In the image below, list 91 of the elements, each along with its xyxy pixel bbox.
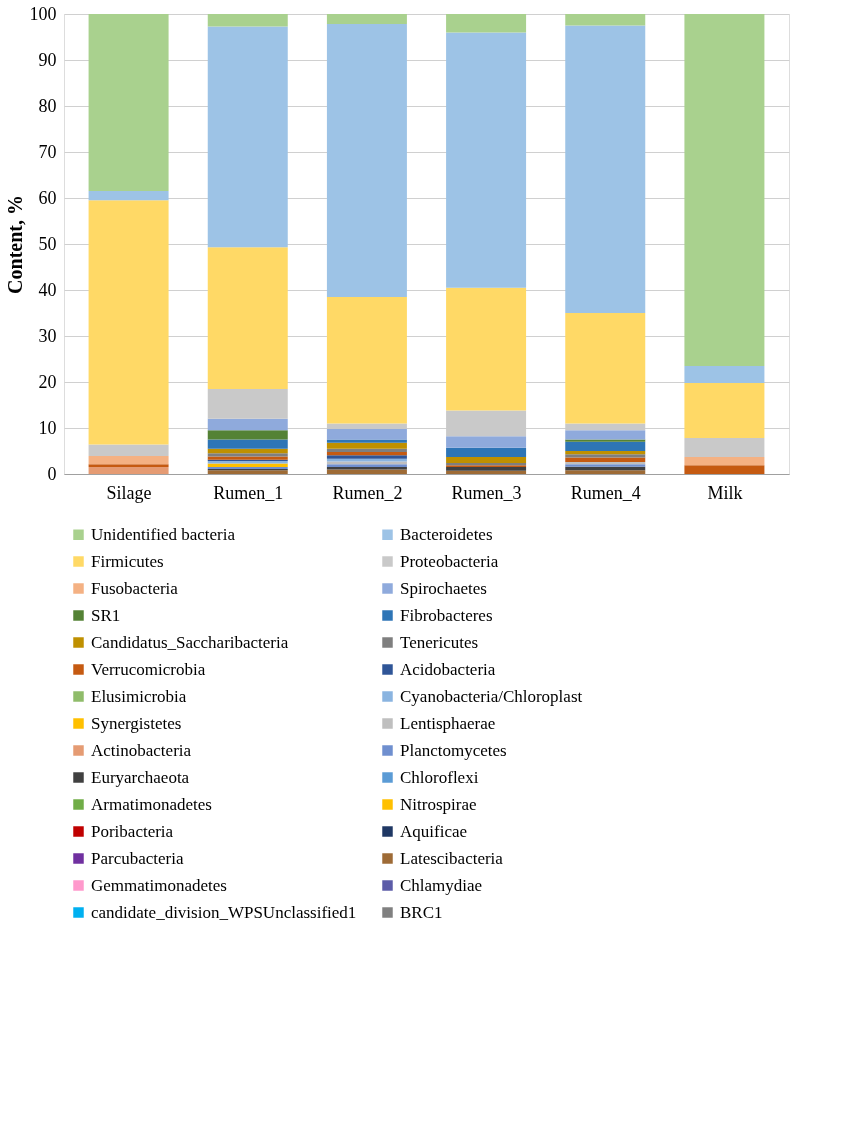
legend-label: Chloroflexi [400, 767, 479, 787]
bar [326, 24, 407, 297]
bar [88, 200, 169, 445]
bar [207, 430, 288, 440]
y-tick-label: 0 [47, 463, 57, 484]
legend-label: Chlamydiae [400, 875, 483, 895]
y-axis-title: Content, % [3, 195, 26, 294]
legend-label: BRC1 [400, 902, 443, 922]
bar [88, 14, 169, 192]
bar [88, 444, 169, 457]
x-tick-label: Rumen_4 [570, 482, 641, 503]
x-tick-label: Milk [707, 482, 743, 503]
y-tick-label: 30 [38, 325, 57, 346]
bar [326, 14, 407, 25]
bar [207, 463, 288, 468]
legend-label: Gemmatimonadetes [91, 875, 227, 895]
bar [565, 313, 646, 424]
bar [88, 464, 169, 468]
legend-label: Unidentified bacteria [91, 524, 236, 544]
x-tick-label: Silage [106, 482, 152, 503]
y-tick-label: 50 [38, 233, 57, 254]
bar [446, 447, 527, 457]
bar [565, 14, 646, 26]
legend-label: Aquificae [400, 821, 468, 841]
legend-label: Armatimonadetes [91, 794, 212, 814]
legend-label: Parcubacteria [91, 848, 184, 868]
bar [207, 388, 288, 419]
bar [88, 467, 169, 474]
y-tick-label: 100 [29, 3, 57, 24]
x-tick-label: Rumen_3 [451, 482, 522, 503]
legend-label: Actinobacteria [91, 740, 192, 760]
y-tick-label: 40 [38, 279, 57, 300]
legend-label: Latescibacteria [400, 848, 504, 868]
legend-label: Elusimicrobia [91, 686, 187, 706]
bar [326, 442, 407, 449]
bar [207, 14, 288, 27]
legend-label: Bacteroidetes [400, 524, 493, 544]
bar [446, 32, 527, 288]
y-tick-label: 70 [38, 141, 57, 162]
bar [88, 456, 169, 465]
bar [565, 470, 646, 474]
bar [684, 465, 765, 474]
y-tick-label: 80 [38, 95, 57, 116]
legend-label: Spirochaetes [400, 578, 487, 598]
bar [565, 430, 646, 440]
bar [565, 441, 646, 451]
bar [565, 25, 646, 313]
y-tick-label: 90 [38, 49, 57, 70]
bar [446, 14, 527, 33]
legend-label: Fibrobacteres [400, 605, 493, 625]
y-tick-label: 10 [38, 417, 57, 438]
legend-label: Acidobacteria [400, 659, 496, 679]
legend-label: candidate_division_WPSUnclassified1 [91, 902, 357, 922]
bar [684, 14, 765, 366]
bar [326, 428, 407, 440]
bar [684, 365, 765, 383]
legend-label: Planctomycetes [400, 740, 507, 760]
legend-label: Lentisphaerae [400, 713, 496, 733]
legend-label: Fusobacteria [91, 578, 179, 598]
bar [684, 382, 765, 439]
legend-label: SR1 [91, 605, 121, 625]
bar [326, 296, 407, 424]
bar [326, 448, 407, 452]
legend-label: Poribacteria [91, 821, 174, 841]
y-tick-label: 60 [38, 187, 57, 208]
legend-label: Firmicutes [91, 551, 164, 571]
bar [207, 247, 288, 389]
bar [88, 191, 169, 201]
legend-label: Nitrospirae [400, 794, 477, 814]
bar [207, 418, 288, 431]
bar [446, 287, 527, 411]
x-tick-label: Rumen_1 [213, 482, 284, 503]
y-tick-label: 20 [38, 371, 57, 392]
legend-label: Cyanobacteria/Chloroplast [400, 686, 583, 706]
legend-label: Proteobacteria [400, 551, 499, 571]
bar [326, 439, 407, 443]
legend-label: Tenericutes [400, 632, 479, 652]
legend-label: Euryarchaeota [91, 767, 190, 787]
bar [326, 451, 407, 456]
x-tick-label: Rumen_2 [332, 482, 403, 503]
legend-label: Candidatus_Saccharibacteria [91, 632, 289, 652]
bar [684, 456, 765, 466]
bar [446, 456, 527, 463]
bar [565, 457, 646, 463]
bar [446, 436, 527, 448]
bar [684, 438, 765, 457]
bar [326, 469, 407, 474]
bar [207, 26, 288, 248]
legend-label: Verrucomicrobia [91, 659, 206, 679]
legend-label: Synergistetes [91, 713, 182, 733]
bar [207, 439, 288, 449]
